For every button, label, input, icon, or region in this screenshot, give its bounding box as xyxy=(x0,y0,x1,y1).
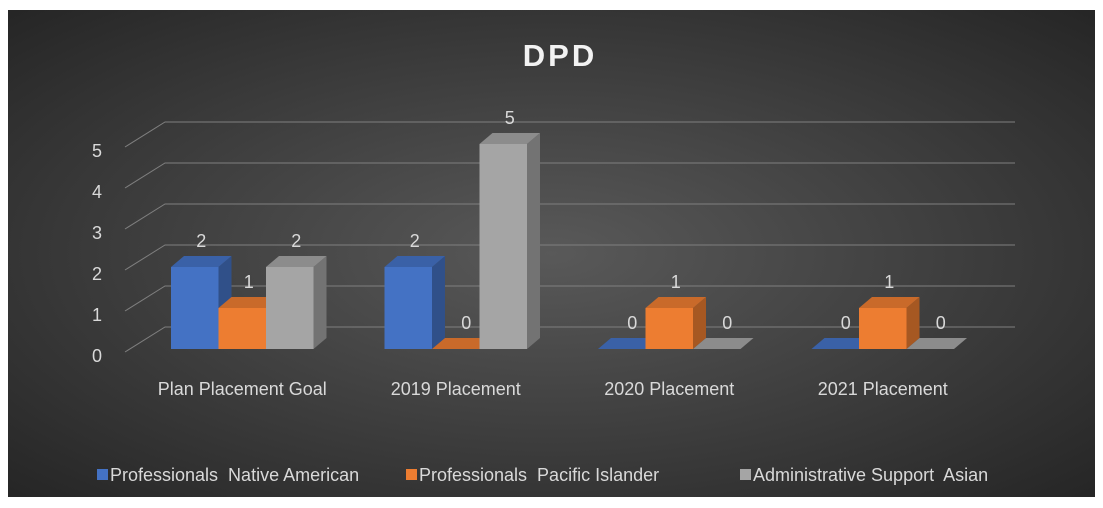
bar-top xyxy=(693,338,754,349)
data-label: 0 xyxy=(841,313,851,333)
bar-front xyxy=(384,267,432,349)
bar-top xyxy=(218,297,279,308)
legend-marker xyxy=(740,469,751,480)
bar xyxy=(266,256,327,349)
bar xyxy=(384,256,445,349)
bar-side xyxy=(693,297,706,349)
bar-top xyxy=(266,256,327,267)
data-label: 0 xyxy=(461,313,471,333)
grid-line xyxy=(124,203,1015,230)
bar-front xyxy=(171,267,219,349)
bar-top xyxy=(384,256,445,267)
bar-top xyxy=(479,133,540,144)
chart-title: DPD xyxy=(523,38,597,73)
bar-front xyxy=(645,308,693,349)
bar-side xyxy=(906,297,920,349)
grid-line xyxy=(124,244,1015,271)
x-tick-label: 2020 Placement xyxy=(604,379,735,399)
bar-top xyxy=(171,256,232,267)
data-label: 1 xyxy=(671,272,681,292)
legend-marker xyxy=(406,469,417,480)
bar-front xyxy=(266,267,314,349)
bar-top xyxy=(645,297,706,308)
bar-front xyxy=(859,308,907,349)
bar-top xyxy=(859,297,920,308)
bar xyxy=(859,297,920,349)
data-label: 0 xyxy=(936,313,946,333)
bar-front xyxy=(218,308,266,349)
grid-line xyxy=(124,285,1015,312)
grid-line xyxy=(124,326,1015,353)
grid-line xyxy=(124,162,1015,189)
legend-label: Administrative Support Asian xyxy=(753,465,988,485)
x-tick-label: 2021 Placement xyxy=(817,379,948,399)
bar-front xyxy=(479,144,527,349)
bar xyxy=(645,297,706,349)
bar xyxy=(906,338,967,349)
bar-top xyxy=(432,338,493,349)
data-label: 1 xyxy=(884,272,894,292)
bar-top xyxy=(598,338,659,349)
data-label: 2 xyxy=(196,231,206,251)
bar-side xyxy=(432,256,445,349)
y-tick-label: 0 xyxy=(92,346,102,366)
chart-background xyxy=(8,10,1095,497)
bar-side xyxy=(527,133,540,349)
y-tick-label: 2 xyxy=(92,264,102,284)
bar-top xyxy=(811,338,872,349)
y-tick-label: 5 xyxy=(92,141,102,161)
grid-line xyxy=(124,121,1015,148)
y-tick-label: 3 xyxy=(92,223,102,243)
bar-side xyxy=(313,256,327,349)
data-label: 1 xyxy=(244,272,254,292)
bar xyxy=(479,133,540,349)
bar xyxy=(811,338,872,349)
data-label: 2 xyxy=(410,231,420,251)
legend-label: Professionals Pacific Islander xyxy=(419,465,659,485)
data-label: 0 xyxy=(722,313,732,333)
bar-top xyxy=(906,338,967,349)
y-tick-label: 1 xyxy=(92,305,102,325)
data-label: 5 xyxy=(505,108,515,128)
data-label: 2 xyxy=(291,231,301,251)
x-tick-label: Plan Placement Goal xyxy=(157,379,327,399)
legend-marker xyxy=(97,469,108,480)
data-label: 0 xyxy=(627,313,637,333)
bar xyxy=(598,338,659,349)
y-tick-label: 4 xyxy=(92,182,102,202)
bar xyxy=(432,338,493,349)
legend-label: Professionals Native American xyxy=(110,465,359,485)
bar xyxy=(693,338,754,349)
x-tick-label: 2019 Placement xyxy=(390,379,521,399)
